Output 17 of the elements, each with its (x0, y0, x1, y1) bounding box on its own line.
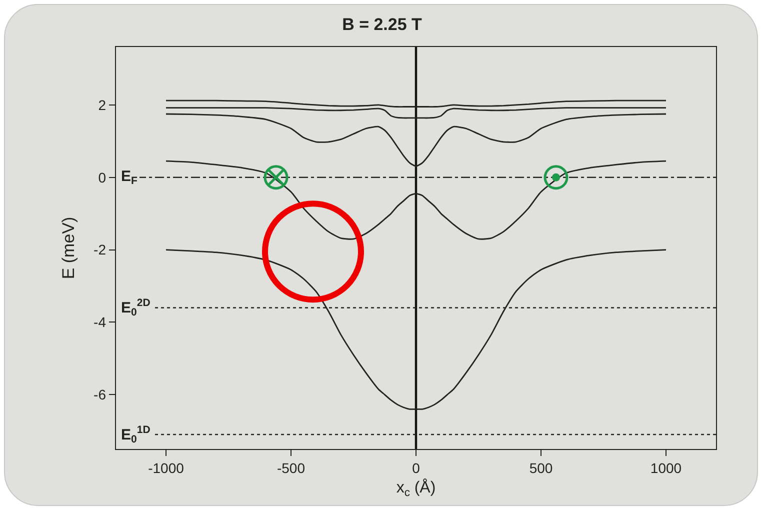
y-tick-label: 2 (98, 96, 106, 113)
y-tick-label: -2 (94, 242, 106, 258)
line-series (165, 113, 667, 167)
x-tick-label: 0 (412, 460, 420, 476)
line-series (165, 107, 667, 119)
x-tick-label: -500 (276, 460, 306, 476)
chart-title: B = 2.25 T (342, 14, 423, 34)
ref-line-label: E$_{F}$ (121, 168, 138, 188)
y-tick-label: 0 (98, 169, 106, 186)
y-tick-label: -6 (94, 386, 106, 403)
y-axis-title: E (meV) (59, 216, 78, 280)
x-tick-label: 500 (529, 460, 553, 476)
line-series (165, 100, 667, 108)
x-tick-label: 1000 (650, 460, 682, 476)
x-tick-label: -1000 (148, 460, 184, 476)
x-axis-title: x$_{c}$ (Å) (396, 478, 436, 500)
y-tick-label: -4 (94, 314, 106, 330)
